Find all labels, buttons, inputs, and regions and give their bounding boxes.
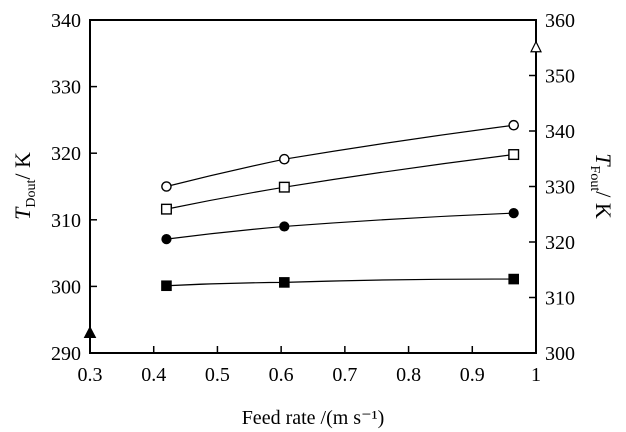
open-triangle-marker — [530, 40, 542, 53]
filled-circle-marker — [161, 234, 172, 245]
y-right-axis-ticks: 300 310 320 330 340 350 360 — [529, 10, 575, 365]
series-line — [166, 124, 514, 188]
filled-circle-marker — [508, 208, 519, 219]
x-tick-label: 0.5 — [205, 364, 230, 386]
plot-frame — [89, 19, 537, 354]
y-left-tick-label: 320 — [51, 143, 81, 165]
filled-square-marker — [508, 273, 519, 285]
x-tick-label: 0.9 — [460, 364, 485, 386]
y-right-tick-label: 340 — [545, 121, 575, 143]
open-circle-marker — [279, 153, 290, 165]
y-left-tick-label: 300 — [51, 276, 81, 298]
filled-circle-marker — [279, 221, 290, 232]
y-left-tick-label: 330 — [51, 77, 81, 99]
x-tick-label: 0.6 — [269, 364, 294, 386]
x-axis-ticks: 0.3 0.4 0.5 0.6 0.7 0.8 0.9 1 — [78, 346, 541, 386]
open-circle-marker — [161, 181, 172, 192]
series-line — [166, 153, 514, 210]
open-circle-marker — [508, 119, 520, 131]
y-right-tick-label: 360 — [545, 10, 575, 32]
series-line — [166, 278, 514, 287]
y-right-axis-title: TFout/ K — [587, 153, 616, 219]
x-tick-label: 1 — [531, 364, 541, 386]
y-right-tick-label: 310 — [545, 288, 575, 310]
x-tick-label: 0.3 — [78, 364, 103, 386]
y-right-tick-label: 350 — [545, 66, 575, 88]
y-left-axis-title: TDout/ K — [10, 152, 39, 220]
y-right-tick-label: 320 — [545, 232, 575, 254]
x-tick-label: 0.8 — [396, 364, 421, 386]
filled-square-marker — [279, 277, 290, 288]
series-layer — [160, 119, 520, 292]
reference-markers — [83, 40, 542, 339]
x-axis-title: Feed rate /(m s⁻¹) — [242, 407, 385, 429]
open-square-marker — [278, 181, 290, 193]
open-square-marker — [160, 203, 172, 215]
y-left-tick-label: 340 — [51, 10, 81, 32]
y-left-tick-label: 290 — [51, 343, 81, 365]
x-tick-label: 0.7 — [332, 364, 357, 386]
filled-square-marker — [161, 280, 172, 292]
y-left-tick-label: 310 — [51, 210, 81, 232]
open-square-marker — [508, 149, 520, 161]
y-left-axis-ticks: 290 300 310 320 330 340 — [51, 10, 97, 365]
y-right-tick-label: 300 — [545, 343, 575, 365]
filled-triangle-marker — [83, 325, 97, 339]
series-line — [166, 212, 514, 240]
y-right-tick-label: 330 — [545, 177, 575, 199]
x-tick-label: 0.4 — [141, 364, 166, 386]
